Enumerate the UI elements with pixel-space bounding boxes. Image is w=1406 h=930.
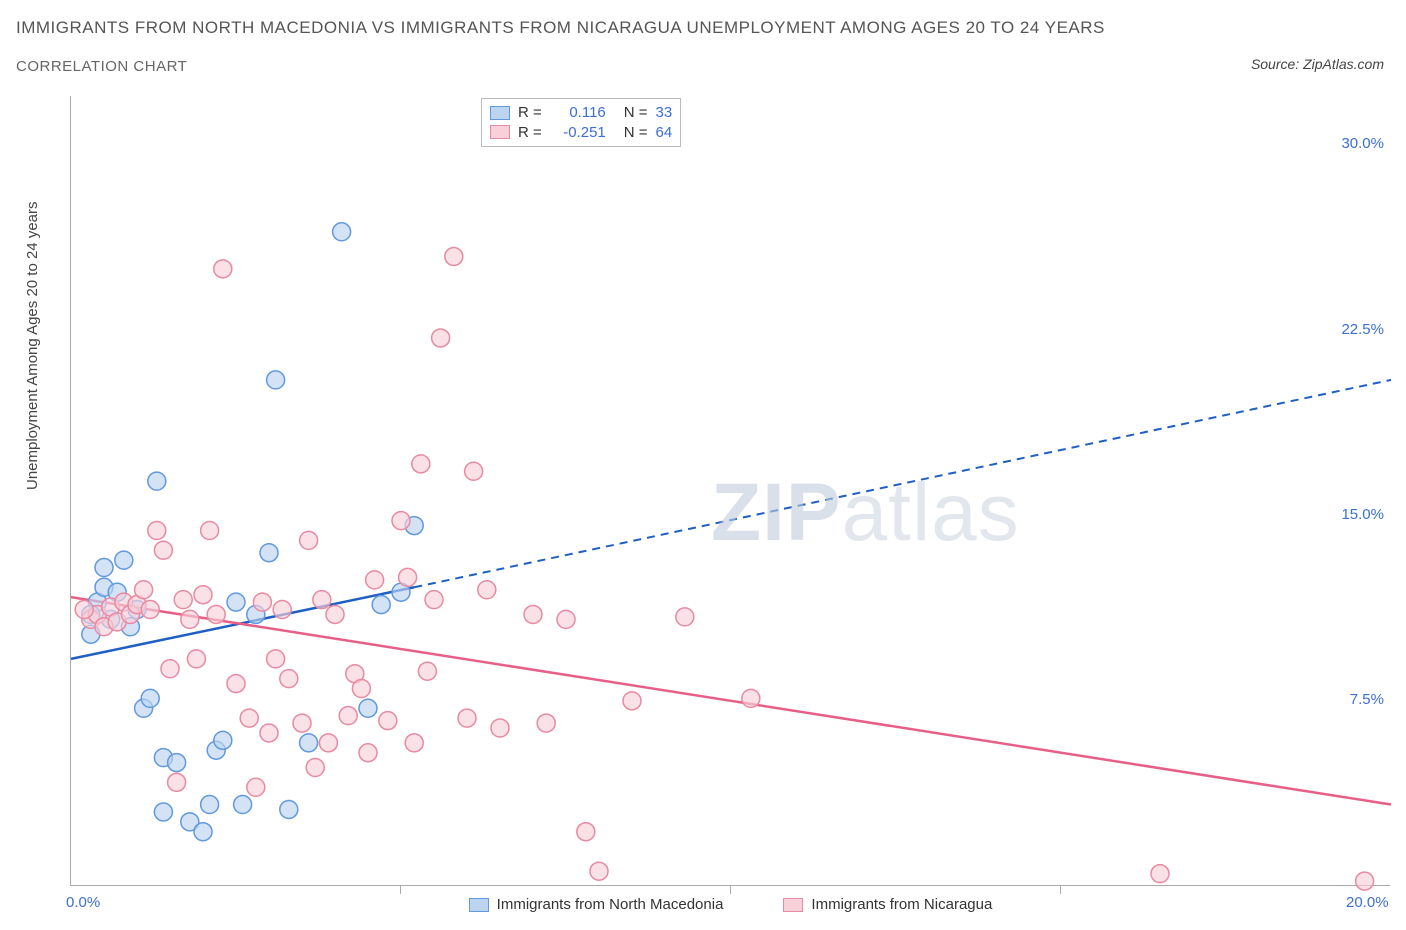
chart-svg — [71, 96, 1391, 886]
source-value: ZipAtlas.com — [1303, 56, 1384, 72]
y-axis-label: Unemployment Among Ages 20 to 24 years — [24, 201, 41, 490]
legend-r-value: -0.251 — [550, 123, 606, 143]
source-label: Source: — [1251, 56, 1299, 72]
legend-series-label: Immigrants from North Macedonia — [497, 896, 724, 913]
legend-bottom: Immigrants from North Macedonia Immigrant… — [71, 896, 1390, 913]
y-tick-label: 15.0% — [1341, 506, 1384, 523]
y-tick-label: 22.5% — [1341, 321, 1384, 338]
plot-area: ZIPatlas R =0.116N =33R =-0.251N =64 Imm… — [70, 96, 1390, 886]
chart-subtitle: CORRELATION CHART — [16, 58, 187, 75]
legend-series-label: Immigrants from Nicaragua — [811, 896, 992, 913]
source-attribution: Source: ZipAtlas.com — [1251, 56, 1384, 72]
x-tick-label: 20.0% — [1346, 894, 1389, 911]
legend-n-label: N = — [624, 123, 648, 143]
legend-n-value: 64 — [656, 123, 673, 143]
legend-stat-row: R = -0.251 N = 64 — [490, 123, 672, 143]
legend-stat-row: R = 0.116 N = 33 — [490, 103, 672, 123]
x-tick-label: 0.0% — [66, 894, 100, 911]
chart-title: IMMIGRANTS FROM NORTH MACEDONIA VS IMMIG… — [16, 18, 1105, 38]
legend-swatch — [490, 125, 510, 139]
legend-r-value: 0.116 — [550, 103, 606, 123]
y-tick-label: 30.0% — [1341, 135, 1384, 152]
legend-r-label: R = — [518, 103, 542, 123]
legend-n-value: 33 — [656, 103, 673, 123]
legend-stats-box: R = 0.116 N = 33 R = -0.251 N = 64 — [481, 98, 681, 147]
legend-n-label: N = — [624, 103, 648, 123]
x-tick-mark — [730, 886, 731, 894]
legend-series-item: Immigrants from North Macedonia — [469, 896, 724, 913]
legend-swatch — [783, 898, 803, 912]
x-tick-mark — [1060, 886, 1061, 894]
legend-swatch — [490, 106, 510, 120]
y-tick-label: 7.5% — [1350, 691, 1384, 708]
x-tick-mark — [400, 886, 401, 894]
legend-r-label: R = — [518, 123, 542, 143]
legend-series-item: Immigrants from Nicaragua — [783, 896, 992, 913]
legend-swatch — [469, 898, 489, 912]
